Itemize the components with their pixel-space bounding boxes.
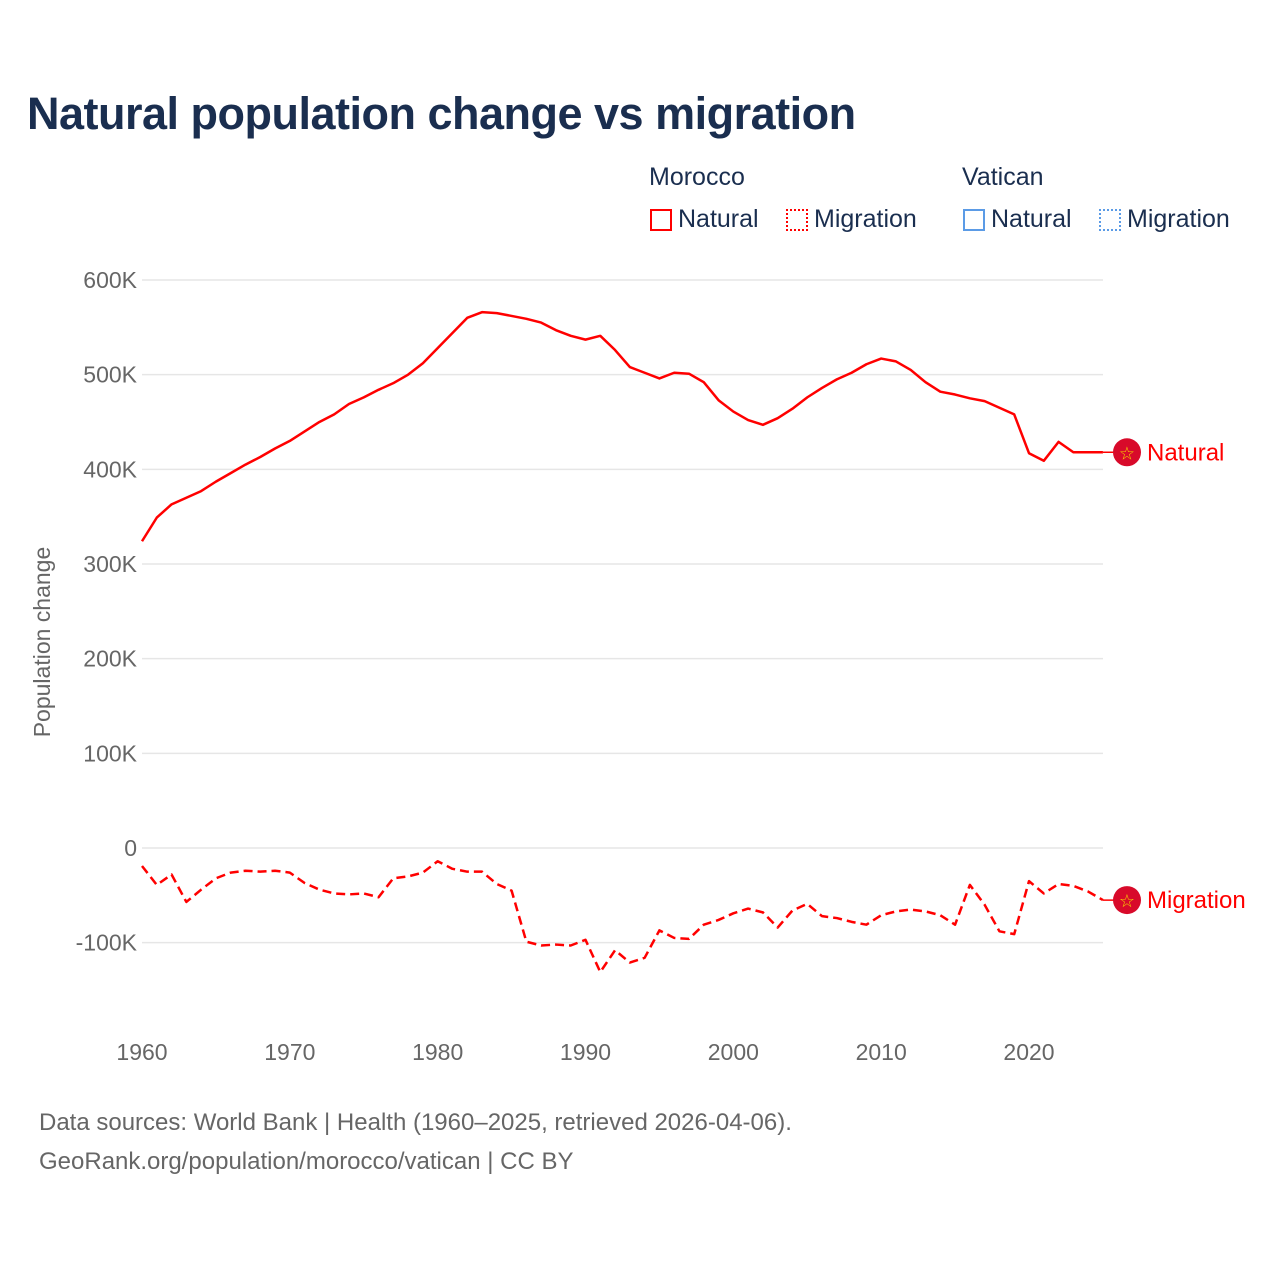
x-tick-label: 2020 [1003, 1039, 1054, 1065]
solid-swatch-icon [650, 208, 672, 231]
y-tick-label: 500K [83, 362, 137, 388]
legend-label: Natural [991, 205, 1072, 233]
morocco-flag-icon: ☆ [1113, 438, 1141, 467]
morocco-flag-icon: ☆ [1113, 886, 1141, 915]
legend-vatican-natural[interactable]: Natural [963, 205, 1072, 234]
series-line-0 [140, 310, 1103, 542]
legend-label: Migration [814, 205, 917, 233]
dotted-swatch-icon [786, 208, 808, 231]
y-tick-label: 300K [83, 551, 137, 577]
flag-circle [1113, 438, 1141, 467]
legend-group-morocco: Morocco [649, 163, 745, 191]
series-line-1 [141, 860, 1104, 974]
x-tick-label: 1970 [264, 1039, 315, 1065]
legend-label: Migration [1127, 205, 1230, 233]
y-axis-label: Population change [29, 547, 55, 738]
flag-circle [1113, 886, 1141, 915]
y-tick-label: 600K [83, 267, 137, 293]
x-tick-label: 1980 [412, 1039, 463, 1065]
dotted-swatch-icon [1099, 208, 1121, 231]
legend-morocco-migration[interactable]: Migration [786, 205, 917, 234]
footer-source: Data sources: World Bank | Health (1960–… [39, 1109, 792, 1136]
legend-group-vatican: Vatican [962, 163, 1044, 191]
legend-vatican-migration[interactable]: Migration [1099, 205, 1230, 234]
star-icon: ☆ [1119, 443, 1135, 463]
y-tick-label: 100K [83, 740, 137, 766]
x-tick-label: 2010 [856, 1039, 907, 1065]
end-label: Migration [1147, 887, 1246, 914]
x-tick-label: 1990 [560, 1039, 611, 1065]
end-label: Natural [1147, 439, 1224, 466]
chart-title: Natural population change vs migration [27, 88, 856, 139]
y-tick-label: 0 [124, 835, 137, 861]
y-tick-label: 400K [83, 456, 137, 482]
x-tick-label: 2000 [708, 1039, 759, 1065]
solid-swatch-icon [963, 208, 985, 231]
footer-link[interactable]: GeoRank.org/population/morocco/vatican |… [39, 1148, 574, 1175]
y-tick-label: 200K [83, 646, 137, 672]
star-icon: ☆ [1119, 891, 1135, 911]
legend-label: Natural [678, 205, 759, 233]
legend-morocco-natural[interactable]: Natural [650, 205, 759, 234]
y-tick-label: -100K [76, 930, 138, 956]
x-tick-label: 1960 [116, 1039, 167, 1065]
